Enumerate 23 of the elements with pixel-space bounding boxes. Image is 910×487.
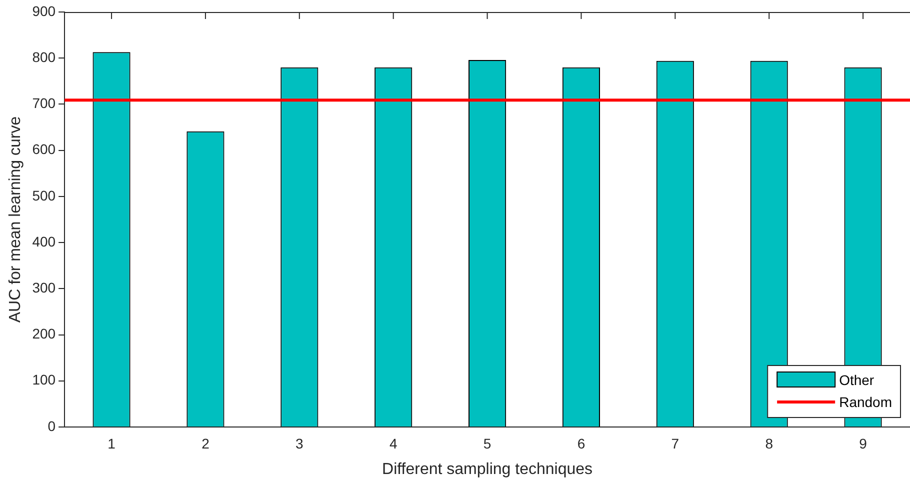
y-tick-label: 100 xyxy=(32,372,56,388)
x-tick-label: 3 xyxy=(296,435,304,452)
legend-label: Random xyxy=(839,394,892,410)
x-tick-label: 4 xyxy=(389,435,398,452)
y-tick-label: 300 xyxy=(32,280,56,296)
x-tick-label: 2 xyxy=(202,435,210,452)
legend-label: Other xyxy=(839,372,874,388)
x-tick-label: 6 xyxy=(577,435,586,452)
y-tick-label: 600 xyxy=(32,141,56,158)
x-tick-label: 7 xyxy=(671,435,680,452)
y-tick-label: 200 xyxy=(32,326,56,342)
x-tick-label: 1 xyxy=(108,435,116,452)
x-axis-title: Different sampling techniques xyxy=(382,460,593,478)
y-axis-title: AUC for mean learning curve xyxy=(7,116,24,323)
x-tick-label: 5 xyxy=(483,435,492,452)
y-tick-label: 500 xyxy=(32,187,56,204)
y-tick-label: 800 xyxy=(32,48,56,65)
y-tick-label: 700 xyxy=(32,95,56,112)
y-tick-label: 400 xyxy=(32,233,56,250)
x-tick-label: 9 xyxy=(859,435,868,452)
x-tick-label: 8 xyxy=(765,435,774,452)
y-tick-label: 0 xyxy=(48,418,56,434)
y-tick-label: 900 xyxy=(32,2,56,19)
